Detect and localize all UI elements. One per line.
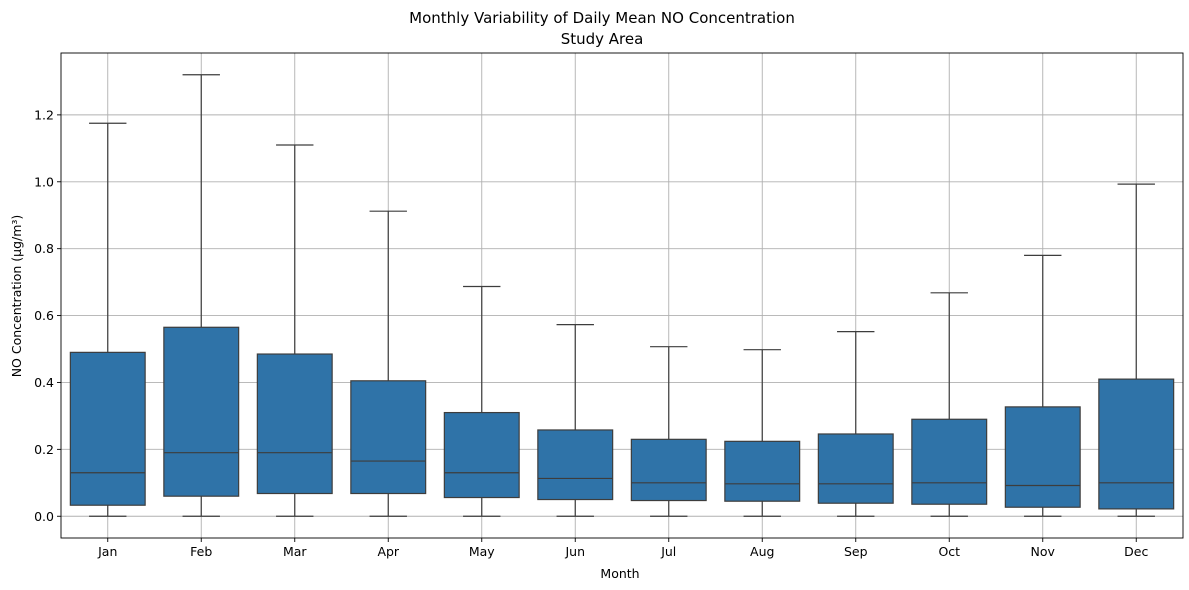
x-tick-label: Apr	[377, 544, 399, 559]
x-axis-label: Month	[600, 566, 639, 581]
iqr-box	[350, 380, 427, 495]
box-apr	[350, 210, 427, 517]
x-tick-label: Aug	[750, 544, 774, 559]
y-tick-label: 0.6	[34, 308, 54, 323]
box-dec	[1098, 183, 1175, 517]
y-axis-label: NO Concentration (µg/m³)	[9, 215, 24, 378]
iqr-box	[443, 411, 520, 499]
iqr-box	[69, 351, 146, 506]
box-nov	[1004, 254, 1081, 517]
box-jan	[69, 122, 146, 517]
x-tick-label: Mar	[283, 544, 307, 559]
y-tick-label: 0.4	[34, 375, 54, 390]
x-tick-label: Nov	[1031, 544, 1056, 559]
x-tick-label: Jun	[564, 544, 585, 559]
y-tick-label: 0.8	[34, 241, 54, 256]
x-tick-label: Dec	[1124, 544, 1148, 559]
y-tick-label: 1.0	[34, 174, 54, 189]
iqr-box	[1004, 406, 1081, 508]
iqr-box	[724, 440, 801, 502]
x-tick-label: Jan	[97, 544, 117, 559]
iqr-box	[1098, 378, 1175, 510]
box-aug	[724, 349, 801, 517]
boxes	[69, 74, 1175, 517]
box-jul	[630, 346, 707, 517]
y-tick-label: 1.2	[34, 107, 54, 122]
box-mar	[256, 144, 333, 517]
x-tick-label: Feb	[190, 544, 212, 559]
iqr-box	[163, 326, 240, 497]
iqr-box	[911, 418, 988, 505]
box-sep	[817, 331, 894, 517]
plot-frame	[60, 52, 1184, 539]
x-tick-label: Oct	[938, 544, 960, 559]
iqr-box	[817, 433, 894, 504]
box-jun	[537, 324, 614, 517]
box-feb	[163, 74, 240, 517]
iqr-box	[630, 438, 707, 502]
y-tick-label: 0.0	[34, 509, 54, 524]
iqr-box	[537, 429, 614, 501]
x-tick-label: Jul	[660, 544, 676, 559]
axes: 0.0 0.2 0.4 0.6 0.8 1.0 1.2 Jan Feb Mar Apr May Jun J…	[34, 107, 1148, 559]
x-tick-label: May	[469, 544, 495, 559]
chart-subtitle: Study Area	[561, 30, 644, 48]
iqr-box	[256, 353, 333, 495]
box-oct	[911, 292, 988, 517]
box-may	[443, 285, 520, 517]
x-tick-label: Sep	[844, 544, 868, 559]
y-tick-label: 0.2	[34, 442, 54, 457]
chart-title: Monthly Variability of Daily Mean NO Con…	[409, 9, 795, 27]
